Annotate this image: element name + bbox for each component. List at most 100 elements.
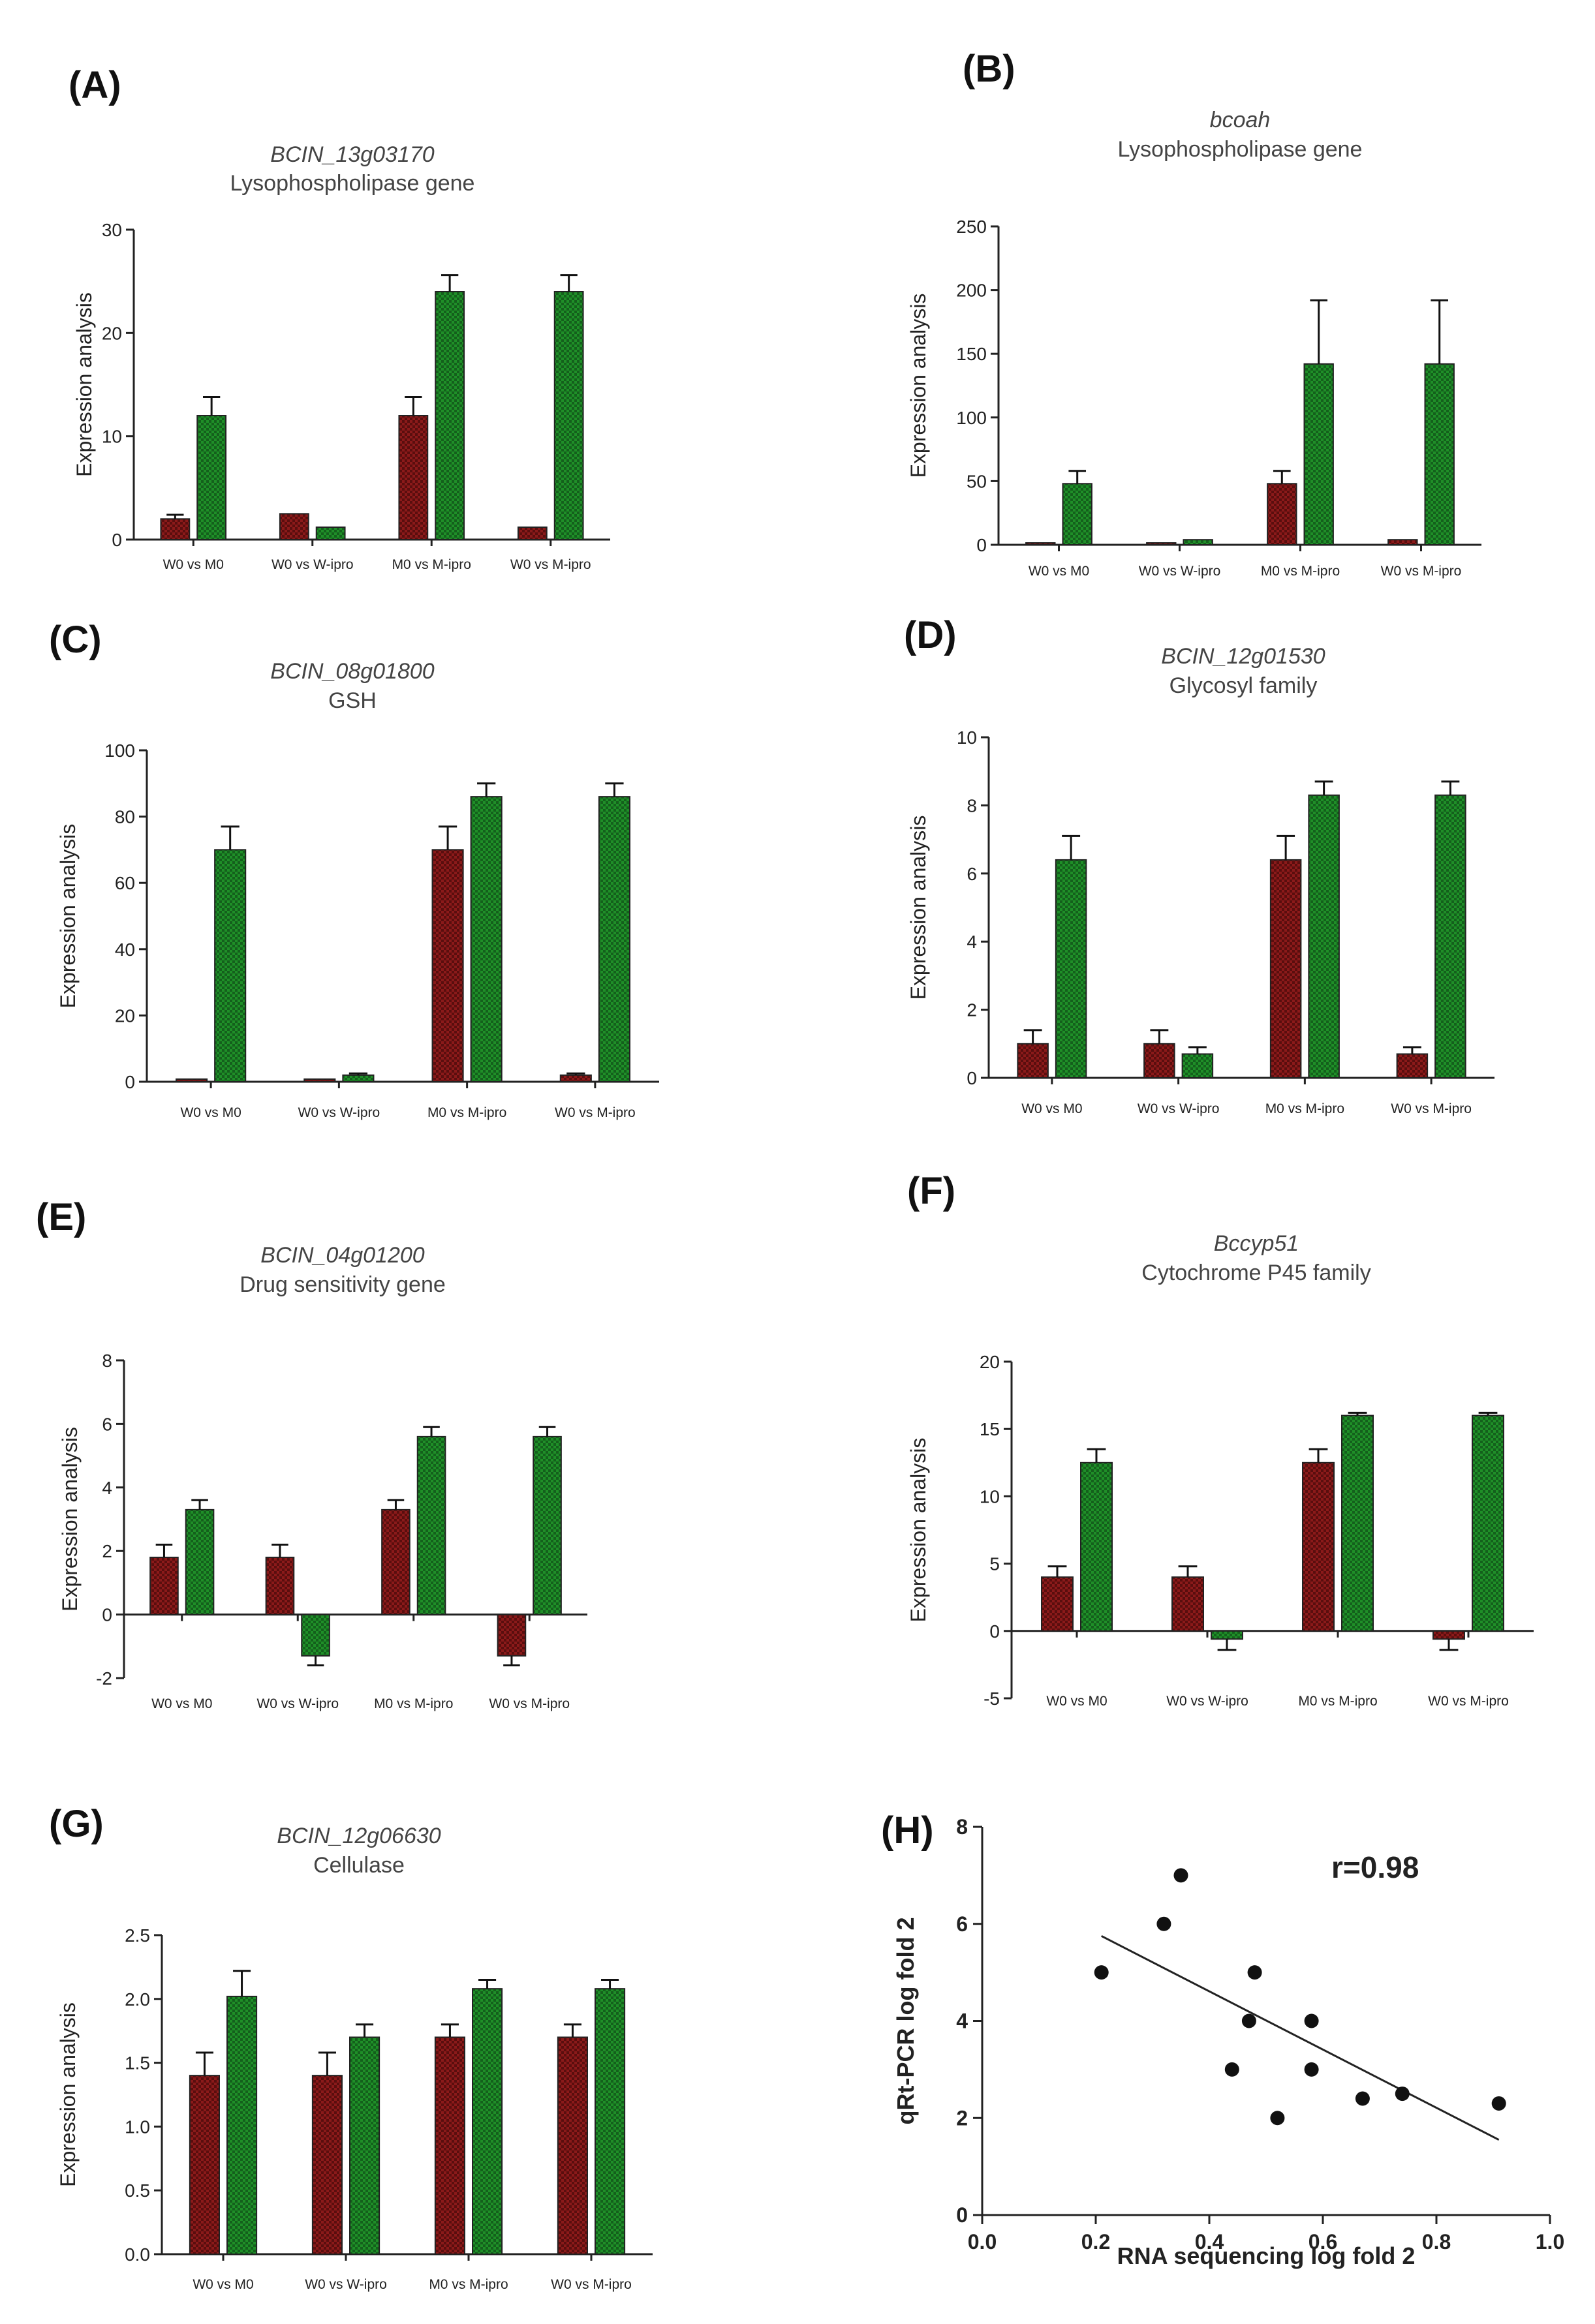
bar [1017, 1043, 1049, 1079]
bar [1143, 1043, 1175, 1079]
panel-letter: (H) [881, 1809, 934, 1852]
bar [416, 1435, 446, 1615]
bar [1146, 542, 1177, 546]
bar [315, 527, 346, 540]
scatter-point [1270, 2111, 1285, 2126]
y-tick-label: 10 [102, 427, 122, 447]
chart-title: BCIN_13g03170 [270, 142, 435, 167]
y-tick-label: 200 [956, 281, 987, 301]
bar [1062, 483, 1092, 546]
category-label: W0 vs M-ipro [551, 2277, 632, 2292]
chart-6: (G) BCIN_12g06630 Cellulase 0.0 0.5 1.0 1.5 2.0… [49, 1803, 653, 2292]
bar [595, 1988, 626, 2255]
panel-letter: (E) [36, 1196, 86, 1238]
category-label: W0 vs M0 [193, 2277, 253, 2292]
y-tick-label: 10 [957, 727, 977, 748]
chart-subtitle: Lysophospholipase gene [1118, 137, 1363, 162]
bar [470, 796, 503, 1082]
y-axis-label: Expression analysis [56, 824, 80, 1009]
category-label: W0 vs M0 [1021, 1101, 1082, 1116]
category-label: W0 vs M0 [1029, 564, 1089, 579]
bar [557, 2036, 589, 2255]
bar [598, 796, 630, 1082]
bar [160, 518, 191, 540]
y-tick-label: 20 [980, 1352, 1000, 1372]
scatter-point [1304, 2062, 1319, 2077]
bar [381, 1508, 410, 1615]
category-label: W0 vs W-ipro [1138, 1101, 1220, 1116]
panel-letter: (B) [963, 48, 1015, 90]
bar [559, 1074, 592, 1082]
y-tick-label: 60 [115, 873, 135, 893]
chart-subtitle: Cytochrome P45 family [1141, 1261, 1370, 1285]
y-tick-label: 50 [967, 471, 987, 491]
category-label: W0 vs W-ipro [1139, 564, 1221, 579]
y-tick-label: 100 [956, 408, 987, 428]
panel-letter: (G) [49, 1803, 104, 1845]
scatter-point [1241, 2013, 1256, 2028]
bar [1025, 542, 1056, 546]
bar [226, 1995, 258, 2255]
y-tick-label: 0.5 [125, 2180, 150, 2201]
y-axis-label: qRt-PCR log fold 2 [892, 1918, 919, 2125]
y-tick-label: -5 [983, 1689, 1000, 1709]
x-tick-label: 1.0 [1536, 2230, 1564, 2254]
category-label: W0 vs M-ipro [510, 557, 591, 572]
category-label: W0 vs W-ipro [298, 1105, 380, 1120]
category-label: M0 vs M-ipro [392, 557, 471, 572]
panel-letter: (C) [49, 619, 102, 661]
y-tick-label: 2 [967, 1000, 977, 1020]
y-tick-label: 2.5 [125, 1925, 150, 1946]
panel-letter: (F) [907, 1170, 955, 1212]
y-tick-label: 4 [967, 932, 977, 952]
bar [1080, 1461, 1113, 1632]
bar [1341, 1414, 1374, 1632]
scatter-point [1156, 1916, 1171, 1931]
bar [1424, 363, 1455, 545]
chart-title: Bccyp51 [1214, 1231, 1299, 1256]
y-axis-label: Expression analysis [906, 1438, 930, 1623]
category-label: W0 vs M-ipro [489, 1696, 570, 1711]
y-tick-label: 150 [956, 344, 987, 364]
chart-5: (F) Bccyp51 Cytochrome P45 family -5 0 5 10 15 2… [906, 1170, 1534, 1709]
y-axis-label: Expression analysis [58, 1427, 82, 1612]
bar [1302, 1461, 1335, 1632]
chart-title: BCIN_12g01530 [1161, 644, 1325, 669]
bar [149, 1556, 179, 1615]
bar [533, 1435, 562, 1615]
bar [349, 2036, 380, 2255]
category-label: W0 vs M0 [180, 1105, 241, 1120]
y-tick-label: 100 [104, 741, 135, 761]
y-axis-label: Expression analysis [72, 292, 96, 477]
y-axis-label: Expression analysis [906, 294, 930, 478]
y-tick-label: 8 [956, 1815, 968, 1839]
bar [1211, 1630, 1243, 1640]
category-label: M0 vs M-ipro [1265, 1101, 1344, 1116]
y-tick-label: 30 [102, 220, 122, 240]
panel-letter: (D) [904, 614, 957, 656]
y-tick-label: 5 [989, 1554, 1000, 1574]
y-tick-label: 6 [102, 1414, 112, 1434]
x-tick-label: 0.2 [1081, 2230, 1110, 2254]
bar [1434, 794, 1466, 1078]
y-tick-label: 250 [956, 217, 987, 237]
y-tick-label: 0 [976, 535, 987, 555]
bar [1303, 363, 1334, 545]
y-tick-label: 0 [967, 1068, 977, 1088]
bar [189, 2075, 221, 2255]
bar [279, 513, 309, 541]
y-tick-label: 8 [967, 795, 977, 816]
y-tick-label: 0 [112, 530, 122, 550]
chart-4: (E) BCIN_04g01200 Drug sensitivity gene -2 0… [36, 1196, 587, 1711]
y-tick-label: 4 [956, 2010, 968, 2033]
bar [517, 527, 548, 540]
bar [342, 1074, 375, 1082]
bar [196, 415, 227, 540]
bar [553, 291, 584, 540]
category-label: W0 vs W-ipro [1166, 1694, 1248, 1709]
scatter-point [1173, 1868, 1188, 1883]
y-axis-label: Expression analysis [906, 816, 930, 1000]
scatter-point [1247, 1965, 1262, 1980]
bar [497, 1613, 527, 1657]
scatter-point [1094, 1965, 1109, 1980]
